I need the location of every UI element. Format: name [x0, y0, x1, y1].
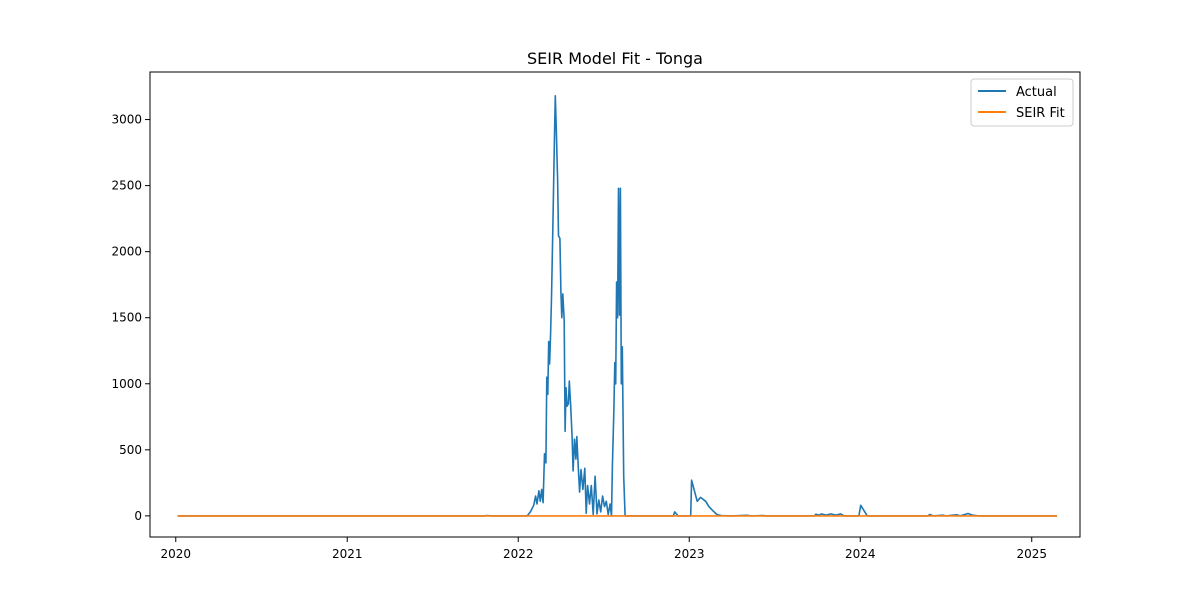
- x-tick-label: 2024: [845, 547, 876, 561]
- x-tick-label: 2025: [1016, 547, 1047, 561]
- x-tick-label: 2020: [160, 547, 191, 561]
- axes-layer: 2020 2021 2022 2023 2024 2025 0 500 1000 1500 2000…: [111, 113, 1047, 561]
- legend-label-seir-fit: SEIR Fit: [1016, 106, 1065, 121]
- x-tick-label: 2021: [332, 547, 363, 561]
- series-line-actual: [177, 95, 1057, 517]
- legend-label-actual: Actual: [1016, 85, 1057, 100]
- y-tick-label: 0: [134, 509, 142, 523]
- plot-frame: [149, 71, 1081, 538]
- series-layer: [177, 95, 1057, 517]
- x-tick-label: 2022: [503, 547, 534, 561]
- y-tick-label: 1500: [111, 311, 142, 325]
- y-tick-label: 500: [119, 443, 142, 457]
- chart-title: SEIR Model Fit - Tonga: [527, 49, 703, 68]
- y-tick-label: 1000: [111, 377, 142, 391]
- y-tick-label: 3000: [111, 113, 142, 127]
- legend: Actual SEIR Fit: [970, 78, 1074, 127]
- y-tick-label: 2000: [111, 245, 142, 259]
- x-tick-label: 2023: [674, 547, 705, 561]
- y-tick-label: 2500: [111, 179, 142, 193]
